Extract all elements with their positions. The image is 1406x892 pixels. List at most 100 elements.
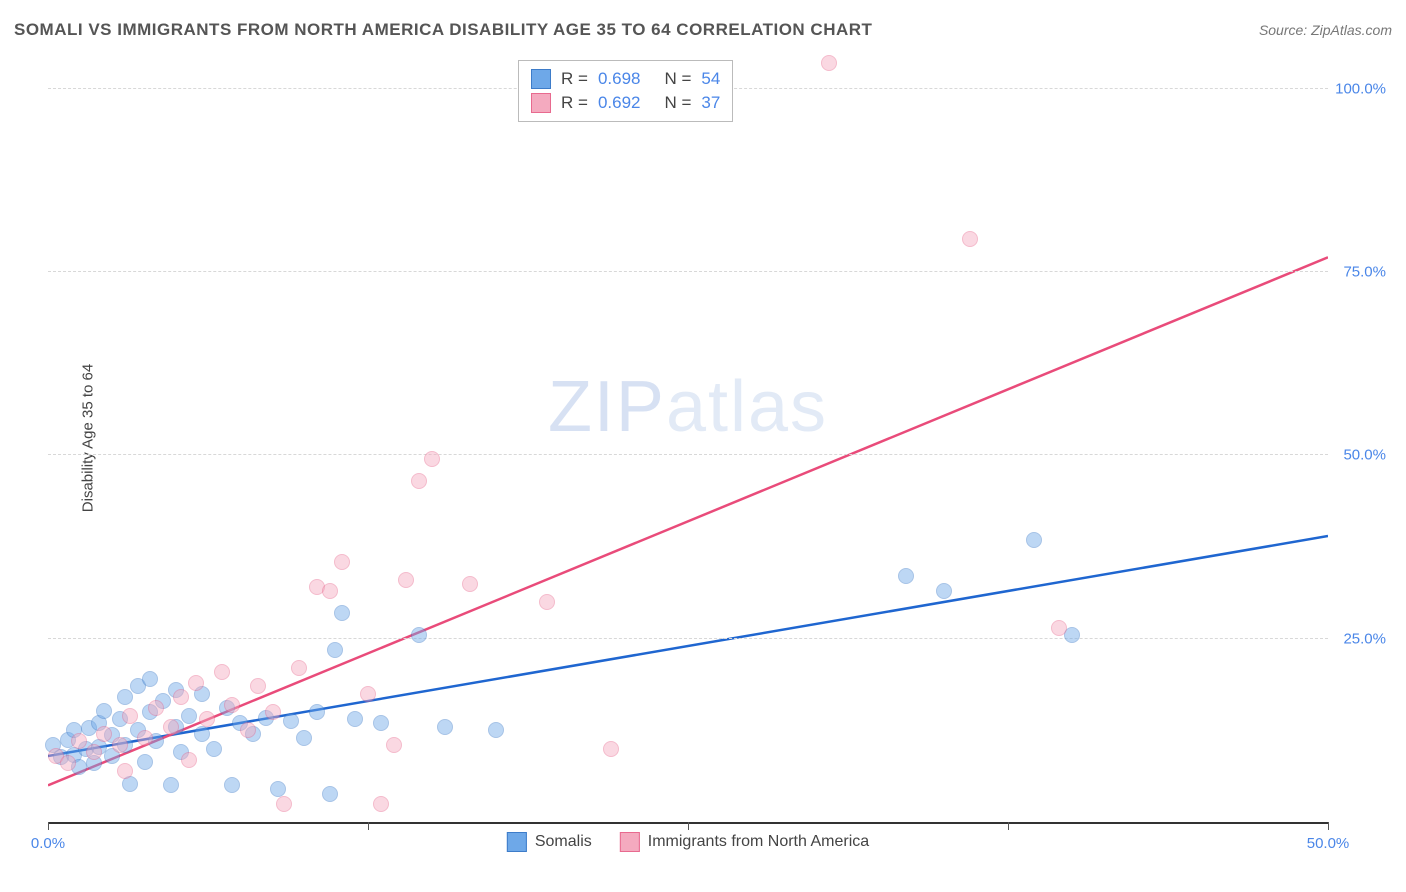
- data-point: [117, 689, 133, 705]
- gridline: [48, 638, 1328, 639]
- data-point: [603, 741, 619, 757]
- data-point: [265, 704, 281, 720]
- legend-swatch: [507, 832, 527, 852]
- correlation-legend: R = 0.698 N = 54 R = 0.692 N = 37: [518, 60, 733, 122]
- data-point: [250, 678, 266, 694]
- data-point: [112, 737, 128, 753]
- x-tick: [48, 822, 49, 830]
- y-tick-label: 75.0%: [1343, 264, 1386, 281]
- data-point: [411, 473, 427, 489]
- gridline: [48, 271, 1328, 272]
- series-legend-item: Immigrants from North America: [620, 832, 869, 852]
- legend-row: R = 0.692 N = 37: [531, 91, 720, 115]
- data-point: [148, 700, 164, 716]
- data-point: [122, 708, 138, 724]
- data-point: [334, 605, 350, 621]
- data-point: [60, 755, 76, 771]
- x-tick-label: 0.0%: [31, 835, 65, 852]
- data-point: [206, 741, 222, 757]
- data-point: [163, 777, 179, 793]
- data-point: [1051, 620, 1067, 636]
- legend-n-value: 54: [701, 69, 720, 89]
- y-axis-label: Disability Age 35 to 64: [80, 364, 97, 512]
- legend-row: R = 0.698 N = 54: [531, 67, 720, 91]
- data-point: [539, 594, 555, 610]
- data-point: [181, 752, 197, 768]
- data-point: [296, 730, 312, 746]
- x-tick: [1328, 822, 1329, 830]
- data-point: [373, 715, 389, 731]
- legend-n-value: 37: [701, 93, 720, 113]
- data-point: [96, 703, 112, 719]
- data-point: [821, 55, 837, 71]
- legend-r-value: 0.692: [598, 93, 641, 113]
- x-tick: [1008, 822, 1009, 830]
- data-point: [360, 686, 376, 702]
- data-point: [936, 583, 952, 599]
- data-point: [373, 796, 389, 812]
- data-point: [334, 554, 350, 570]
- legend-r-label: R =: [561, 69, 588, 89]
- data-point: [898, 568, 914, 584]
- legend-r-value: 0.698: [598, 69, 641, 89]
- x-tick: [368, 822, 369, 830]
- chart: Disability Age 35 to 64 ZIPatlas 25.0%50…: [48, 54, 1376, 844]
- watermark-bold: ZIP: [548, 367, 666, 447]
- series-name: Immigrants from North America: [648, 833, 869, 851]
- data-point: [424, 451, 440, 467]
- data-point: [488, 722, 504, 738]
- data-point: [117, 763, 133, 779]
- source-label: Source: ZipAtlas.com: [1259, 22, 1392, 38]
- data-point: [283, 713, 299, 729]
- plot-area: Disability Age 35 to 64 ZIPatlas 25.0%50…: [48, 54, 1328, 824]
- gridline: [48, 454, 1328, 455]
- series-legend-item: Somalis: [507, 832, 592, 852]
- y-tick-label: 50.0%: [1343, 447, 1386, 464]
- data-point: [96, 726, 112, 742]
- x-tick: [688, 822, 689, 830]
- data-point: [411, 627, 427, 643]
- data-point: [188, 675, 204, 691]
- y-tick-label: 100.0%: [1335, 80, 1386, 97]
- data-point: [224, 697, 240, 713]
- data-point: [327, 642, 343, 658]
- data-point: [270, 781, 286, 797]
- series-name: Somalis: [535, 833, 592, 851]
- chart-title: SOMALI VS IMMIGRANTS FROM NORTH AMERICA …: [14, 20, 1392, 40]
- header: SOMALI VS IMMIGRANTS FROM NORTH AMERICA …: [14, 20, 1392, 40]
- watermark: ZIPatlas: [548, 366, 828, 448]
- legend-n-label: N =: [664, 93, 691, 113]
- data-point: [291, 660, 307, 676]
- data-point: [962, 231, 978, 247]
- legend-swatch: [531, 69, 551, 89]
- data-point: [398, 572, 414, 588]
- data-point: [1026, 532, 1042, 548]
- legend-r-label: R =: [561, 93, 588, 113]
- data-point: [142, 671, 158, 687]
- data-point: [322, 583, 338, 599]
- watermark-thin: atlas: [666, 367, 828, 447]
- data-point: [386, 737, 402, 753]
- data-point: [173, 689, 189, 705]
- data-point: [224, 777, 240, 793]
- data-point: [181, 708, 197, 724]
- series-legend: Somalis Immigrants from North America: [507, 832, 869, 852]
- legend-n-label: N =: [664, 69, 691, 89]
- data-point: [347, 711, 363, 727]
- data-point: [137, 730, 153, 746]
- data-point: [199, 711, 215, 727]
- data-point: [240, 722, 256, 738]
- data-point: [214, 664, 230, 680]
- data-point: [137, 754, 153, 770]
- data-point: [86, 744, 102, 760]
- data-point: [276, 796, 292, 812]
- legend-swatch: [620, 832, 640, 852]
- data-point: [309, 704, 325, 720]
- legend-swatch: [531, 93, 551, 113]
- x-tick-label: 50.0%: [1307, 835, 1350, 852]
- data-point: [322, 786, 338, 802]
- data-point: [194, 726, 210, 742]
- data-point: [462, 576, 478, 592]
- y-tick-label: 25.0%: [1343, 630, 1386, 647]
- data-point: [71, 733, 87, 749]
